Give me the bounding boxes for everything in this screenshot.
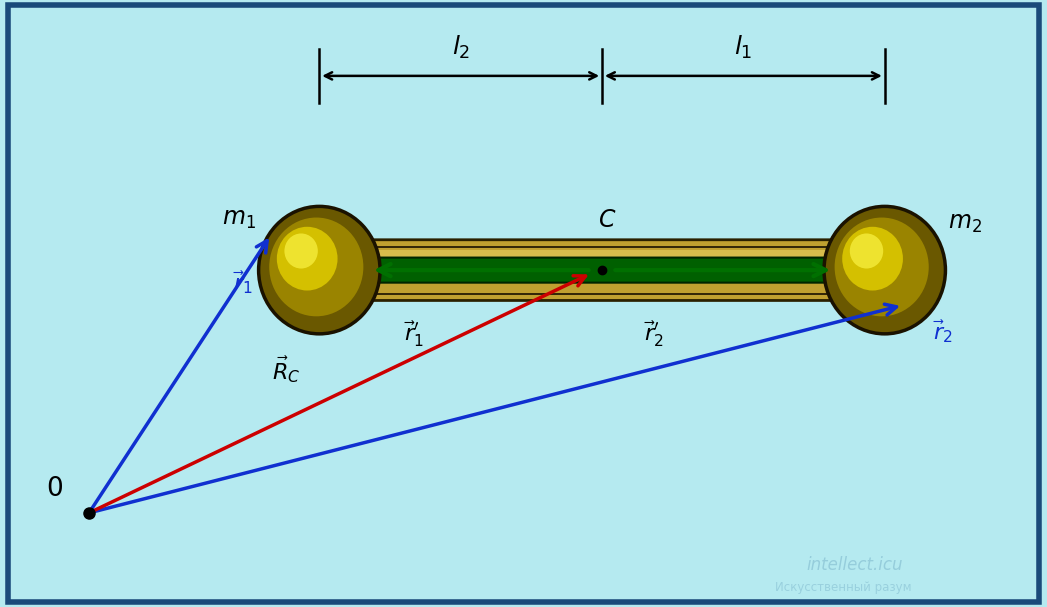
Text: $\vec{r}_1$: $\vec{r}_1$	[232, 270, 252, 296]
Text: $l_2$: $l_2$	[451, 33, 470, 61]
Bar	[330, 249, 874, 261]
Text: Искусственный разум: Искусственный разум	[775, 581, 911, 594]
Text: $\vec{r}_2$: $\vec{r}_2$	[933, 318, 953, 345]
Text: $\vec{R}_C$: $\vec{R}_C$	[272, 354, 300, 385]
Text: $m_1$: $m_1$	[222, 208, 255, 231]
Text: $C$: $C$	[598, 209, 617, 232]
Text: $m_2$: $m_2$	[949, 212, 982, 235]
Text: $l_1$: $l_1$	[734, 33, 753, 61]
Ellipse shape	[285, 234, 318, 268]
Ellipse shape	[850, 234, 884, 268]
Ellipse shape	[269, 217, 363, 316]
FancyBboxPatch shape	[311, 240, 893, 300]
Ellipse shape	[824, 206, 945, 334]
Ellipse shape	[842, 227, 903, 291]
Text: $\vec{r}_1'$: $\vec{r}_1'$	[404, 320, 423, 349]
Text: $0$: $0$	[46, 476, 63, 501]
Ellipse shape	[276, 227, 337, 291]
Ellipse shape	[834, 217, 929, 316]
FancyBboxPatch shape	[327, 257, 877, 283]
Text: intellect.icu: intellect.icu	[806, 555, 903, 574]
Ellipse shape	[259, 206, 380, 334]
Text: $\vec{r}_2'$: $\vec{r}_2'$	[644, 320, 664, 349]
